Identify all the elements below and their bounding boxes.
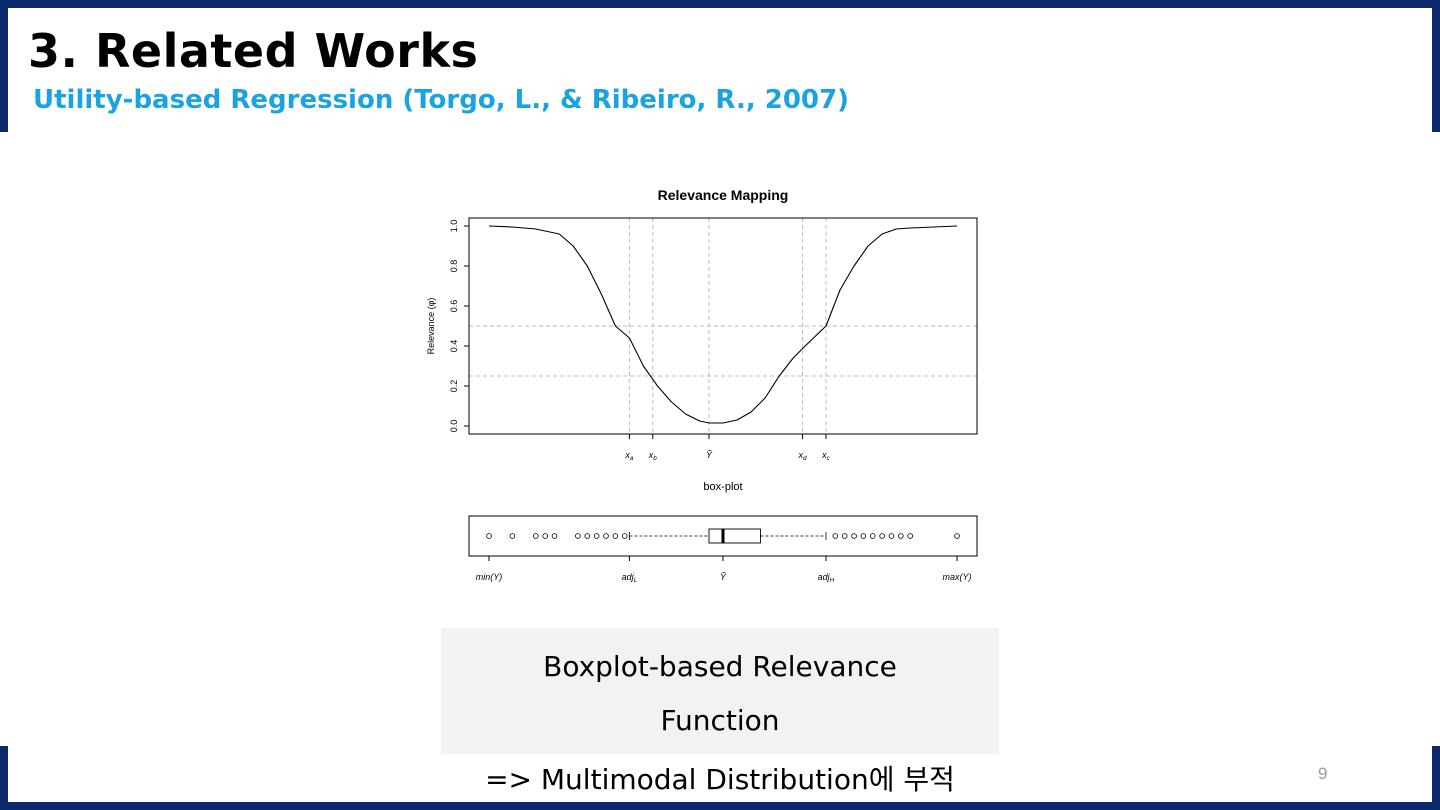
outlier-point	[584, 533, 591, 539]
iqr-box	[708, 528, 761, 544]
outlier-point	[860, 533, 867, 539]
box-x-marker-label: Ỹ	[720, 572, 727, 582]
callout-box	[441, 628, 999, 754]
x-marker-label: xc	[821, 450, 831, 462]
frame-left-upper	[0, 8, 8, 132]
frame-top-bar	[0, 0, 1440, 8]
page-number: 9	[1318, 764, 1328, 783]
y-axis-label: Relevance (φ)	[426, 298, 436, 355]
outlier-point	[832, 533, 839, 539]
outlier-point	[486, 533, 492, 539]
chart-title: Relevance Mapping	[658, 187, 789, 203]
y-tick-label: 0.6	[449, 300, 459, 313]
slide-subtitle: Utility-based Regression (Torgo, L., & R…	[33, 85, 849, 115]
callout-line-3: => Multimodal Distribution에 부적	[485, 763, 955, 796]
x-marker-label: xb	[648, 450, 658, 462]
outlier-point	[888, 533, 895, 539]
x-marker-label: Ỹ	[706, 450, 713, 460]
callout-line-2: Function	[660, 704, 780, 737]
outlier-point	[612, 533, 619, 539]
box-x-marker-label: adjL	[622, 572, 638, 584]
box-x-marker-label: adjH	[818, 572, 835, 584]
slide-title: 3. Related Works	[28, 24, 479, 78]
box-x-marker-label: min(Y)	[476, 572, 503, 582]
frame-left-lower	[0, 746, 8, 802]
outlier-point	[575, 533, 581, 539]
relevance-curve	[488, 225, 958, 424]
outlier-point	[593, 533, 600, 539]
outlier-point	[898, 533, 904, 539]
outlier-point	[509, 533, 516, 539]
frame-bottom-bar	[0, 802, 1440, 810]
y-tick-label: 0.2	[449, 380, 459, 393]
y-tick-label: 0.0	[449, 420, 459, 433]
plot-frame	[468, 217, 978, 435]
outlier-point	[533, 533, 539, 539]
outlier-point	[621, 533, 628, 539]
y-tick-label: 0.8	[449, 260, 459, 273]
outlier-point	[869, 533, 876, 539]
outlier-point	[907, 533, 914, 539]
outlier-point	[551, 533, 558, 539]
y-tick-label: 0.4	[449, 340, 459, 353]
outlier-point	[954, 533, 960, 539]
outlier-point	[841, 533, 848, 539]
frame-right-upper	[1432, 8, 1440, 132]
outlier-point	[542, 533, 548, 539]
outlier-point	[603, 533, 609, 539]
boxplot-title: box-plot	[703, 481, 742, 493]
y-tick-label: 1.0	[449, 220, 459, 233]
relevance-chart: Relevance Mapping 0.0 0.2 0.4 0.6 0.8 1.0 Relev…	[426, 187, 978, 584]
x-marker-label: xd	[798, 450, 808, 462]
callout-line-1: Boxplot-based Relevance	[543, 650, 897, 683]
frame-right-lower	[1432, 746, 1440, 802]
outlier-point	[879, 533, 885, 539]
outlier-point	[851, 533, 857, 539]
box-x-marker-label: max(Y)	[943, 572, 972, 582]
x-marker-label: xa	[624, 450, 634, 462]
